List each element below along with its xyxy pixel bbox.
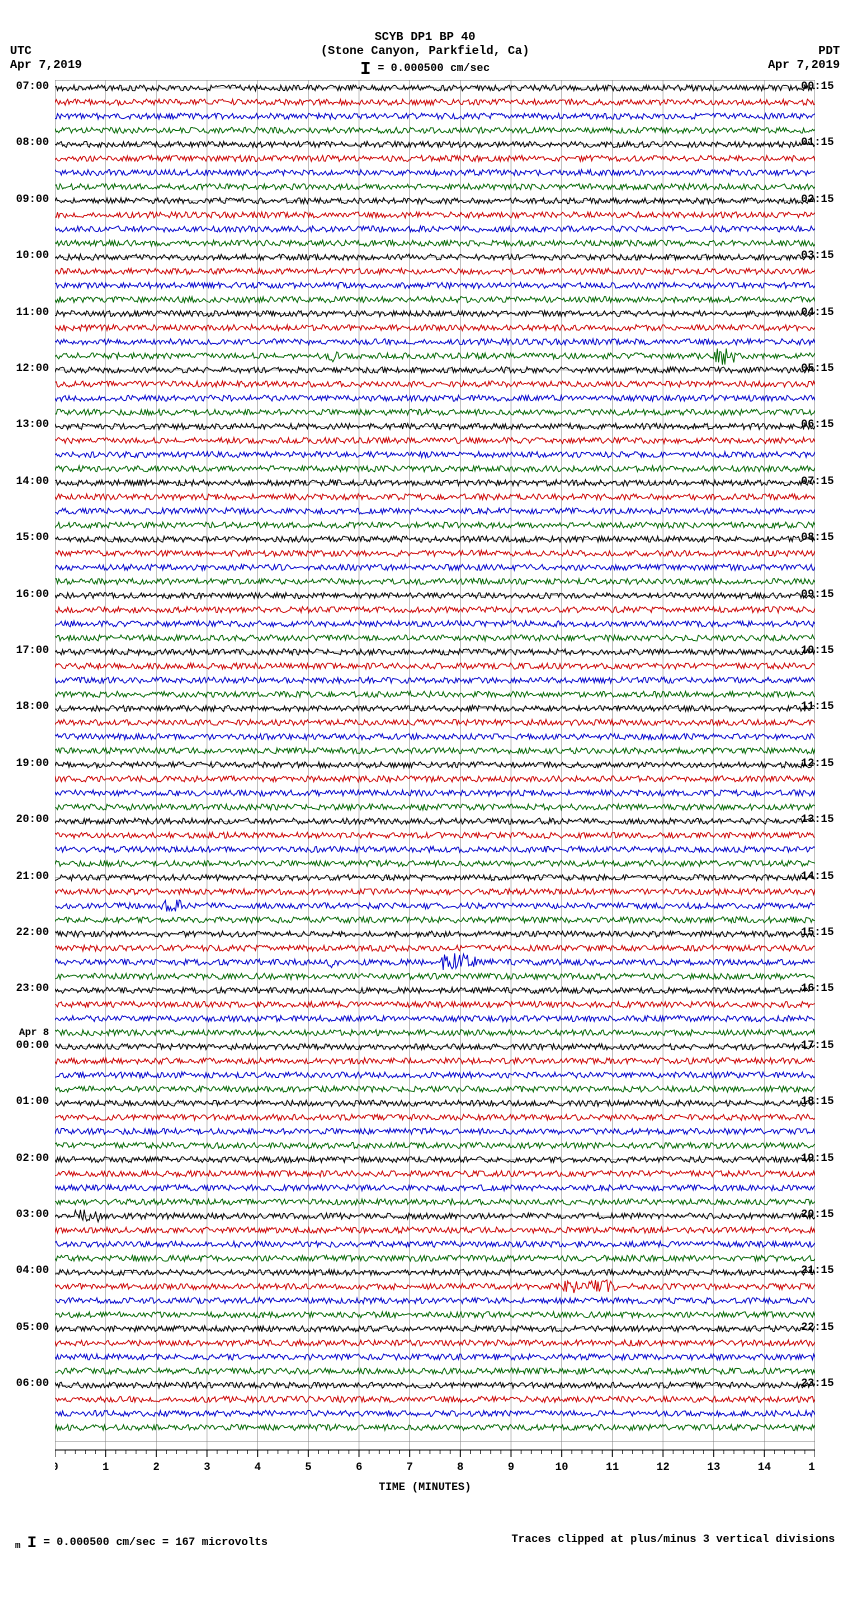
chart-header: UTC Apr 7,2019 SCYB DP1 BP 40 (Stone Can… [10, 30, 840, 80]
time-label: 11:00 [16, 308, 49, 319]
x-axis-label: TIME (MINUTES) [10, 1482, 840, 1494]
time-label: 12:00 [16, 364, 49, 375]
svg-text:4: 4 [254, 1462, 261, 1474]
time-label: 07:15 [801, 477, 834, 488]
time-label: 09:00 [16, 195, 49, 206]
time-label: 03:00 [16, 1210, 49, 1221]
svg-text:0: 0 [55, 1462, 58, 1474]
svg-text:13: 13 [707, 1462, 721, 1474]
svg-text:2: 2 [153, 1462, 160, 1474]
date-left-label: Apr 7,2019 [10, 58, 82, 72]
time-label: 01:00 [16, 1097, 49, 1108]
header-left: UTC Apr 7,2019 [10, 44, 82, 72]
time-label: 17:15 [801, 1041, 834, 1052]
time-label: 20:00 [16, 815, 49, 826]
time-label: 00:15 [801, 82, 834, 93]
time-label: 16:15 [801, 984, 834, 995]
footer: m I = 0.000500 cm/sec = 167 microvolts T… [10, 1534, 840, 1552]
time-label: 04:15 [801, 308, 834, 319]
date-right-label: Apr 7,2019 [768, 58, 840, 72]
time-label: 00:00 [16, 1041, 49, 1052]
time-label: 04:00 [16, 1266, 49, 1277]
time-label: 05:00 [16, 1323, 49, 1334]
time-label: 10:00 [16, 251, 49, 262]
scale-line: I = 0.000500 cm/sec [321, 60, 530, 80]
svg-text:7: 7 [406, 1462, 413, 1474]
svg-text:1: 1 [102, 1462, 109, 1474]
time-label: 22:00 [16, 928, 49, 939]
time-label: 17:00 [16, 646, 49, 657]
time-label: 14:00 [16, 477, 49, 488]
footer-right: Traces clipped at plus/minus 3 vertical … [512, 1534, 835, 1552]
svg-text:6: 6 [356, 1462, 363, 1474]
chart-area: 07:0008:0009:0010:0011:0012:0013:0014:00… [55, 80, 795, 1480]
time-label: 21:00 [16, 872, 49, 883]
time-label: 07:00 [16, 82, 49, 93]
time-label: 14:15 [801, 872, 834, 883]
time-label: 21:15 [801, 1266, 834, 1277]
time-label: 08:15 [801, 533, 834, 544]
seismogram-plot: 0123456789101112131415 [55, 80, 815, 1480]
time-label: 23:15 [801, 1379, 834, 1390]
svg-text:9: 9 [508, 1462, 515, 1474]
time-label: 03:15 [801, 251, 834, 262]
time-label: Apr 8 [19, 1029, 49, 1039]
tz-left-label: UTC [10, 44, 82, 58]
time-label: 06:00 [16, 1379, 49, 1390]
time-label: 02:15 [801, 195, 834, 206]
time-label: 18:00 [16, 702, 49, 713]
time-label: 16:00 [16, 590, 49, 601]
svg-text:11: 11 [606, 1462, 620, 1474]
time-label: 13:00 [16, 420, 49, 431]
scale-bar-icon: I [360, 60, 371, 80]
svg-text:3: 3 [204, 1462, 211, 1474]
time-label: 10:15 [801, 646, 834, 657]
tz-right-label: PDT [768, 44, 840, 58]
time-label: 02:00 [16, 1154, 49, 1165]
scale-value: = 0.000500 cm/sec [371, 63, 490, 75]
time-label: 20:15 [801, 1210, 834, 1221]
svg-text:15: 15 [808, 1462, 815, 1474]
time-label: 01:15 [801, 138, 834, 149]
title-block: SCYB DP1 BP 40 (Stone Canyon, Parkfield,… [321, 30, 530, 80]
time-label: 09:15 [801, 590, 834, 601]
title-line-2: (Stone Canyon, Parkfield, Ca) [321, 44, 530, 58]
time-label: 15:15 [801, 928, 834, 939]
time-label: 05:15 [801, 364, 834, 375]
header-right: PDT Apr 7,2019 [768, 44, 840, 72]
time-label: 12:15 [801, 759, 834, 770]
footer-left: m I = 0.000500 cm/sec = 167 microvolts [15, 1534, 268, 1552]
time-label: 06:15 [801, 420, 834, 431]
time-label: 22:15 [801, 1323, 834, 1334]
svg-text:12: 12 [656, 1462, 669, 1474]
time-label: 19:15 [801, 1154, 834, 1165]
time-label: 11:15 [801, 702, 834, 713]
time-label: 19:00 [16, 759, 49, 770]
svg-text:8: 8 [457, 1462, 464, 1474]
time-label: 18:15 [801, 1097, 834, 1108]
time-label: 13:15 [801, 815, 834, 826]
svg-text:10: 10 [555, 1462, 568, 1474]
time-label: 15:00 [16, 533, 49, 544]
time-label: 08:00 [16, 138, 49, 149]
svg-text:14: 14 [758, 1462, 772, 1474]
svg-text:5: 5 [305, 1462, 312, 1474]
time-label: 23:00 [16, 984, 49, 995]
title-line-1: SCYB DP1 BP 40 [321, 30, 530, 44]
